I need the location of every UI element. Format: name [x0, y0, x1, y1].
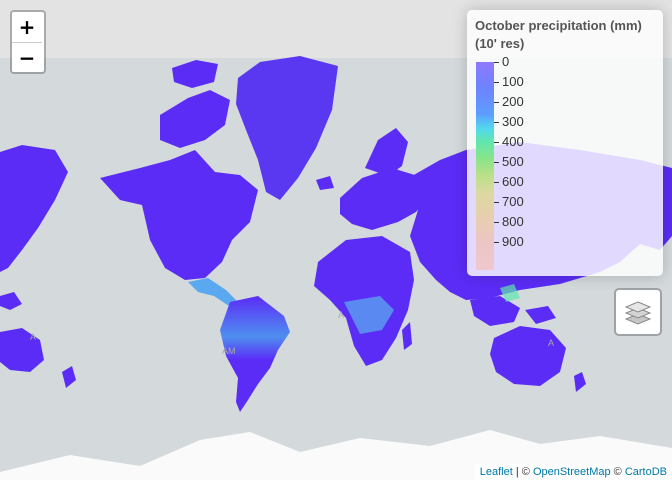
- legend-title: October precipitation (mm) (10' res): [475, 18, 642, 51]
- land-asia: [410, 150, 466, 300]
- land-north-america-west: [0, 145, 68, 272]
- land-south-america: [220, 296, 290, 412]
- land-australia: [490, 326, 566, 386]
- legend-tick: 900: [494, 234, 524, 250]
- legend-color-ramp: [476, 62, 494, 270]
- legend-tick: 800: [494, 214, 524, 230]
- land-europe: [340, 168, 430, 230]
- precip-congo: [344, 296, 394, 334]
- map-attribution: Leaflet | © OpenStreetMap © CartoDB: [474, 464, 672, 480]
- land-ellesmere: [172, 60, 218, 88]
- map-label: AM: [222, 346, 236, 356]
- map-label: A: [548, 338, 554, 348]
- zoom-out-button[interactable]: −: [12, 42, 42, 72]
- land-scandinavia: [365, 128, 408, 176]
- land-uk: [346, 190, 360, 210]
- zoom-in-button[interactable]: +: [12, 12, 42, 42]
- openstreetmap-link[interactable]: OpenStreetMap: [532, 466, 611, 478]
- legend-tick: 700: [494, 194, 524, 210]
- legend-tick: 400: [494, 134, 524, 150]
- legend-tick: 600: [494, 174, 524, 190]
- attribution-separator: ©: [610, 466, 625, 478]
- land-new-zealand-wrap: [62, 366, 76, 388]
- legend-tick: 300: [494, 114, 524, 130]
- land-north-america: [100, 150, 258, 280]
- cartodb-link[interactable]: CartoDB: [624, 466, 667, 478]
- zoom-control: + −: [10, 10, 46, 74]
- land-central-america: [188, 278, 238, 308]
- land-greenland: [236, 56, 338, 200]
- land-indonesia: [470, 296, 520, 326]
- layers-icon: [624, 301, 652, 325]
- attribution-separator: | ©: [512, 466, 533, 478]
- land-new-guinea: [525, 306, 556, 324]
- legend-tick-labels: 0 100 200 300 400 500 600 700 800 900: [494, 54, 554, 270]
- map-label: A: [338, 310, 344, 320]
- precip-philippines: [500, 284, 520, 302]
- land-new-zealand: [574, 372, 586, 392]
- land-arctic-islands: [160, 90, 230, 148]
- legend-tick: 0: [494, 54, 509, 70]
- land-iceland: [316, 176, 334, 190]
- map-label: A: [30, 332, 36, 342]
- land-indonesia-wrap: [0, 292, 22, 310]
- land-madagascar: [402, 322, 412, 350]
- legend-tick: 100: [494, 74, 524, 90]
- leaflet-link[interactable]: Leaflet: [479, 466, 513, 478]
- land-australia-wrap: [0, 328, 44, 372]
- precipitation-legend: October precipitation (mm) (10' res) 0 1…: [467, 10, 663, 276]
- legend-tick: 500: [494, 154, 524, 170]
- layers-control-button[interactable]: [614, 288, 662, 336]
- legend-tick: 200: [494, 94, 524, 110]
